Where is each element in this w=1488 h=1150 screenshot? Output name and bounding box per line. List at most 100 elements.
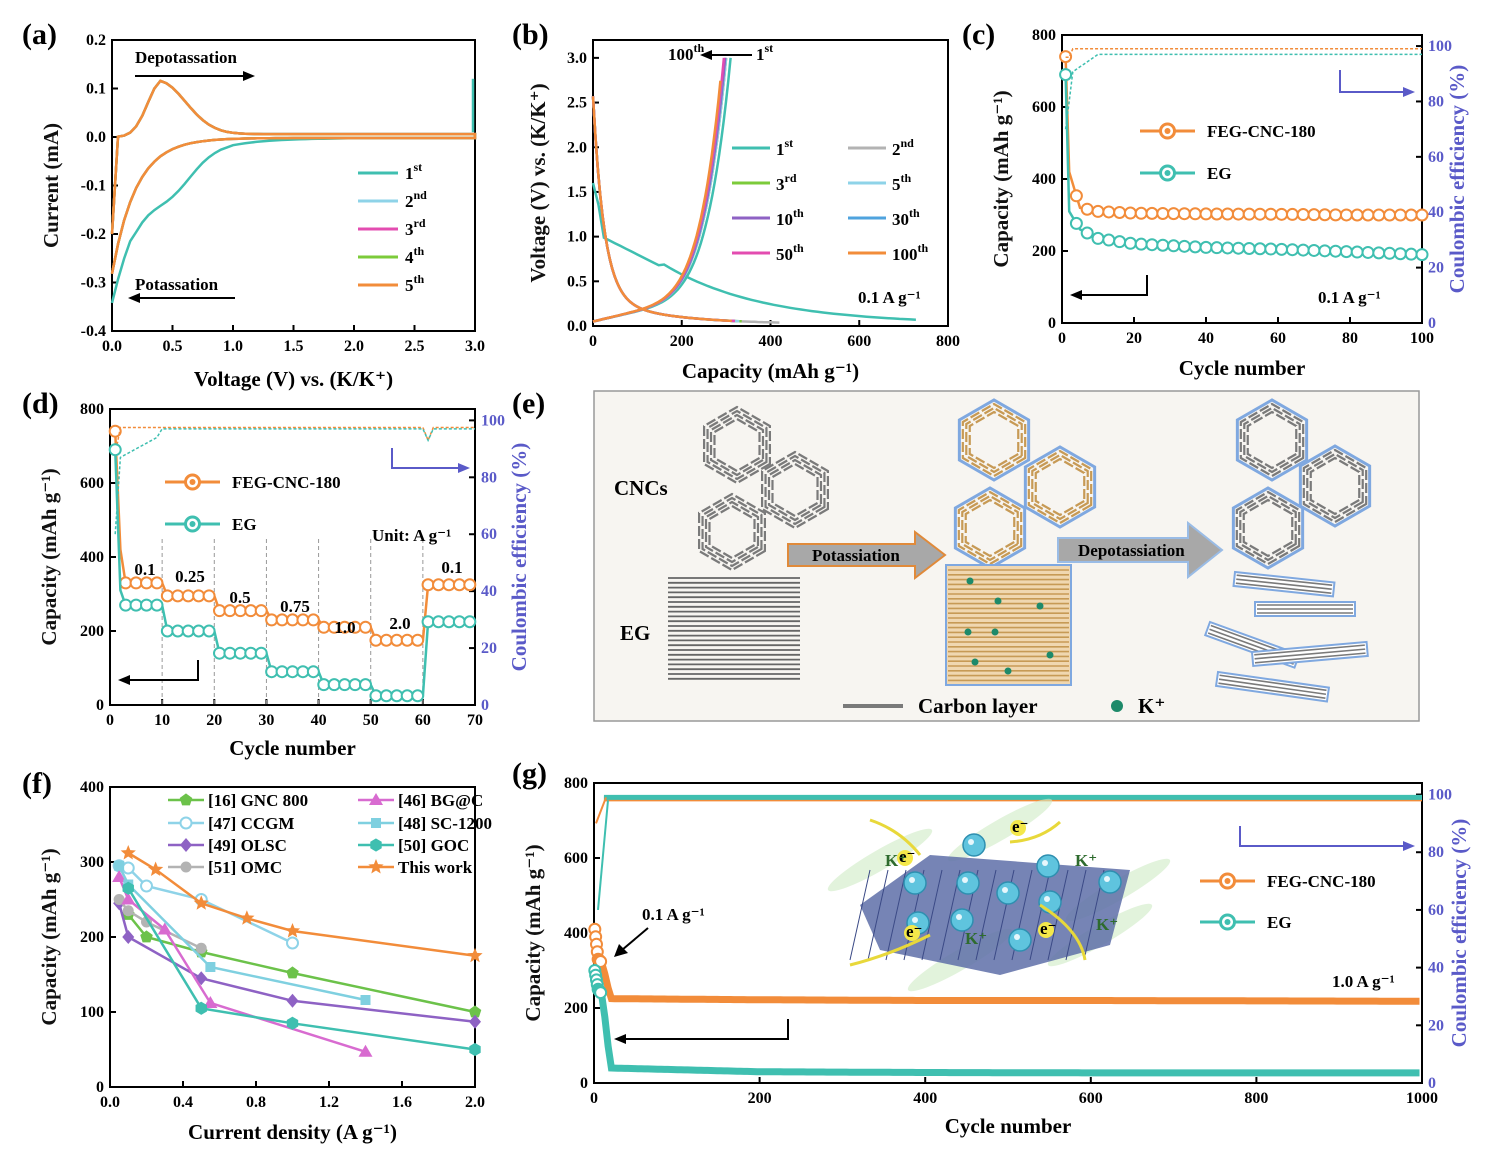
panel-c-marker-0-34 (1177, 207, 1191, 221)
panel-c-ce-1 (1064, 53, 1422, 130)
panel-g-inset-glow-1 (947, 798, 1053, 862)
panel-c-marker-1-13 (1102, 233, 1116, 247)
panel-a-legend-label-0: 1st (405, 160, 422, 183)
panel-c-marker-0-91 (1383, 208, 1397, 222)
panel-d-marker-1-32 (275, 665, 289, 679)
panel-d-marker-0-40 (317, 620, 331, 634)
panel-c-marker-1-61 (1275, 242, 1289, 256)
panel-f-point-3-0 (113, 894, 125, 905)
d-y2tick-label-2: 60 (481, 526, 497, 543)
panel-f-point-1-4 (286, 936, 299, 950)
panel-b-charge-7 (592, 80, 722, 323)
panel-f-legend-marker-2 (180, 838, 192, 852)
panel-d-marker-0-0 (108, 424, 122, 438)
panel-a-ylabel: Current (mA) (39, 123, 63, 248)
panel-c-marker-1-94 (1393, 247, 1407, 261)
panel-g-ylabel2: Coulombic efficiency (%) (1447, 819, 1471, 1048)
panel-b-ann-1st: 1st (756, 41, 773, 64)
g-ytick-label-4: 0 (580, 1075, 588, 1092)
panel-b-charge-6 (592, 57, 726, 323)
panel-g-inset-lattice-line-2 (885, 869, 907, 961)
panel-c-marker-1-43 (1210, 241, 1224, 255)
g-xtick-label-3: 600 (1079, 1090, 1103, 1107)
panel-f-point-3-3 (195, 942, 207, 954)
panel-d-marker-0-18 (202, 589, 216, 603)
panel-f-point-4-0 (112, 870, 127, 882)
panel-c-marker-1-22 (1134, 237, 1148, 251)
panel-c-marker-1-70 (1307, 243, 1321, 257)
panel-g-inset-e-3 (1038, 922, 1054, 938)
panel-c-marker-1-100 (1415, 248, 1429, 262)
b-xtick-label-2: 400 (759, 333, 783, 350)
panel-a-legend-label-3: 4th (405, 244, 424, 267)
panel-f-point-5-2 (205, 962, 216, 972)
panel-c-marker-0-25 (1145, 206, 1159, 220)
panel-c-marker-0-100 (1415, 208, 1429, 222)
panel-c-marker-1-58 (1264, 242, 1278, 256)
a-xtick-label-3: 1.5 (284, 338, 304, 355)
panel-c-ylabel2: Coulombic efficiency (%) (1445, 65, 1469, 294)
panel-e-cnc-hex-after-0-layer-3 (1246, 410, 1298, 470)
panel-e-cnc-hex-after-1-layer-0 (1298, 444, 1372, 528)
panel-a-legend-label-1: 2nd (405, 188, 427, 211)
panel-g-inset-k-3 (996, 881, 1020, 905)
panel-d-marker-1-14 (181, 624, 195, 638)
panel-a-arrow-right-head (243, 71, 255, 81)
a-xtick-label-5: 2.5 (405, 338, 425, 355)
g-ytick-label-3: 200 (564, 1000, 588, 1017)
panel-c-marker-1-1 (1059, 68, 1073, 82)
panel-e-cnc-hex-0-layer-2 (709, 413, 765, 477)
panel-e-cnc-hex-after-1-layer-1 (1302, 448, 1368, 524)
panel-g-inset-k-shine-0 (968, 839, 974, 845)
panel-d-marker-1-4 (129, 598, 143, 612)
panel-e-cnc-hex-1-layer-0 (760, 450, 830, 530)
panel-g-ce-rise-0 (595, 797, 607, 824)
panel-e-k-ion-0 (966, 577, 974, 585)
panel-d-marker-0-62 (432, 578, 445, 592)
panel-d-ce-1 (114, 428, 475, 535)
panel-e-cnc-hex-k-2-layer-3 (964, 498, 1016, 558)
panel-c-marker-1-79 (1339, 245, 1353, 259)
panel-c-marker-0-49 (1231, 207, 1245, 221)
panel-e-cnc-hex-k-1-layer-1 (1027, 449, 1093, 525)
panel-g-marker-0-7 (594, 955, 608, 968)
panel-f-point-6-2 (286, 1016, 299, 1030)
panel-f-legend-marker-5 (371, 818, 381, 828)
panel-g-arrow-cap (625, 1019, 789, 1040)
panel-e-cnc-hex-after-2-layer-2 (1239, 494, 1297, 562)
c-xtick-label-1: 20 (1126, 330, 1142, 347)
panel-d-ce-0 (114, 426, 475, 455)
panel-d-marker-1-40 (317, 678, 331, 692)
panel-d-marker-1-68 (463, 615, 477, 629)
panel-d-marker-0-60 (421, 578, 435, 592)
panel-c-marker-0-79 (1339, 208, 1353, 222)
panel-f-xlabel: Current density (A g⁻¹) (188, 1120, 397, 1144)
b-ytick-label-6: 0.0 (567, 318, 587, 335)
panel-d-marker-1-10 (160, 624, 174, 638)
panel-g-arrow-cap-head (614, 1034, 626, 1044)
panel-d-arrow-ce-head (458, 463, 470, 473)
panel-f-point-5-0 (114, 860, 125, 871)
panel-c-legend-1-label: EG (1207, 164, 1232, 183)
panel-d-rate-0: 0.1 (134, 560, 155, 579)
panel-c-marker-0-76 (1329, 208, 1343, 222)
panel-d-marker-1-64 (442, 615, 456, 629)
panel-e-cnc-hex-2-layer-3 (708, 504, 756, 560)
panel-f-legend-label-1: [47] CCGM (208, 814, 294, 833)
panel-d-unit: Unit: A g⁻¹ (372, 526, 451, 545)
a-ytick-label-6: -0.4 (81, 323, 106, 340)
panel-g-inset-k-0 (962, 833, 986, 857)
panel-a-legend-label-2: 3rd (405, 216, 426, 239)
panel-e-k-ion-2 (1036, 602, 1044, 610)
panel-d-marker-0-2 (119, 576, 133, 590)
panel-g-inset-lattice-line-4 (921, 869, 943, 961)
panel-d-marker-0-6 (140, 576, 153, 590)
panel-e-eg-k-box (945, 564, 1072, 686)
panel-d-legend-0-dot (189, 479, 196, 485)
panel-f-point-3-1 (122, 905, 134, 917)
panel-g-inset-k-shine-7 (912, 917, 918, 923)
b-xtick-label-4: 800 (936, 333, 960, 350)
panel-d-marker-1-44 (338, 678, 352, 692)
panel-g-inset-k-shine-2 (962, 877, 968, 883)
